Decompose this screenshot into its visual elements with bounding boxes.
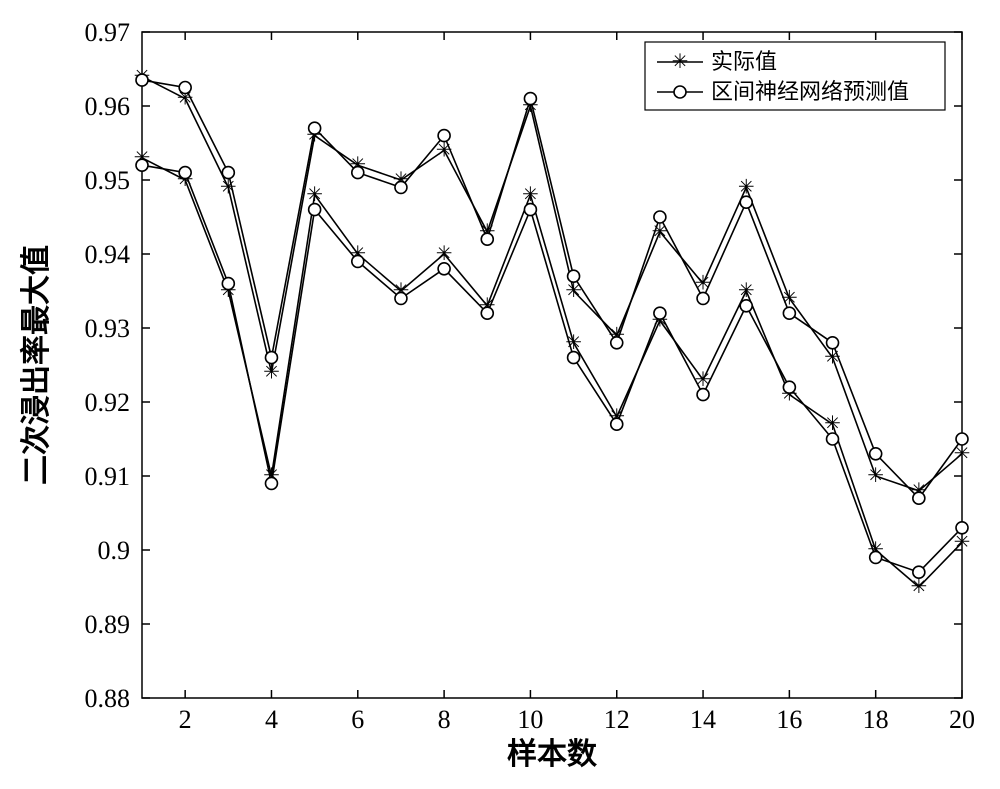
marker-circle (913, 566, 925, 578)
marker-circle (827, 337, 839, 349)
marker-circle (179, 167, 191, 179)
marker-circle (956, 522, 968, 534)
marker-circle (524, 93, 536, 105)
legend-star-icon: ✳ (672, 51, 689, 73)
marker-star: ✳ (436, 243, 453, 265)
y-tick-label: 0.9 (98, 536, 131, 565)
x-tick-label: 8 (438, 705, 451, 734)
marker-circle (568, 352, 580, 364)
marker-circle (524, 204, 536, 216)
marker-circle (481, 233, 493, 245)
marker-circle (395, 292, 407, 304)
marker-circle (179, 82, 191, 94)
marker-circle (222, 278, 234, 290)
marker-circle (611, 418, 623, 430)
y-tick-label: 0.97 (85, 18, 131, 47)
marker-circle (956, 433, 968, 445)
x-tick-label: 4 (265, 705, 278, 734)
marker-circle (568, 270, 580, 282)
marker-circle (740, 196, 752, 208)
marker-star: ✳ (695, 369, 712, 391)
marker-star: ✳ (910, 576, 927, 598)
marker-circle (222, 167, 234, 179)
marker-circle (783, 307, 795, 319)
y-tick-label: 0.95 (85, 166, 131, 195)
y-tick-label: 0.92 (85, 388, 131, 417)
x-tick-label: 2 (179, 705, 192, 734)
marker-circle (265, 477, 277, 489)
marker-circle (870, 448, 882, 460)
marker-star: ✳ (306, 184, 323, 206)
series-pred_upper (142, 80, 962, 498)
x-tick-label: 12 (604, 705, 630, 734)
marker-circle (740, 300, 752, 312)
marker-circle (913, 492, 925, 504)
x-tick-label: 6 (351, 705, 364, 734)
marker-star: ✳ (522, 184, 539, 206)
marker-star: ✳ (565, 280, 582, 302)
marker-circle (265, 352, 277, 364)
marker-star: ✳ (867, 465, 884, 487)
marker-star: ✳ (263, 361, 280, 383)
marker-circle (870, 551, 882, 563)
marker-circle (827, 433, 839, 445)
marker-circle (136, 74, 148, 86)
x-tick-label: 18 (863, 705, 889, 734)
marker-circle (783, 381, 795, 393)
x-tick-label: 16 (776, 705, 802, 734)
y-tick-label: 0.96 (85, 92, 131, 121)
marker-circle (352, 255, 364, 267)
marker-circle (611, 337, 623, 349)
y-axis-title: 二次浸出率最大值 (20, 245, 53, 485)
marker-circle (309, 204, 321, 216)
x-tick-label: 10 (517, 705, 543, 734)
marker-circle (395, 181, 407, 193)
x-axis-title: 样本数 (507, 738, 598, 771)
marker-circle (136, 159, 148, 171)
legend-label: 实际值 (711, 49, 777, 74)
marker-circle (654, 307, 666, 319)
marker-circle (481, 307, 493, 319)
x-tick-label: 14 (690, 705, 716, 734)
legend-circle-icon (674, 86, 686, 98)
marker-star: ✳ (738, 176, 755, 198)
y-tick-label: 0.91 (85, 462, 131, 491)
legend-label: 区间神经网络预测值 (711, 79, 909, 104)
y-tick-label: 0.88 (85, 684, 131, 713)
y-tick-label: 0.94 (85, 240, 131, 269)
line-chart: 2 4 6 8 10 12 14 16 18 20 0.88 0.89 0.9 0.91 0.92 0.93 0… (0, 0, 1000, 789)
x-tick-label: 20 (949, 705, 975, 734)
marker-circle (309, 122, 321, 134)
marker-circle (654, 211, 666, 223)
y-tick-label: 0.93 (85, 314, 131, 343)
marker-star: ✳ (738, 280, 755, 302)
marker-circle (438, 263, 450, 275)
marker-circle (697, 292, 709, 304)
marker-circle (438, 130, 450, 142)
marker-circle (352, 167, 364, 179)
marker-circle (697, 389, 709, 401)
y-tick-label: 0.89 (85, 610, 131, 639)
